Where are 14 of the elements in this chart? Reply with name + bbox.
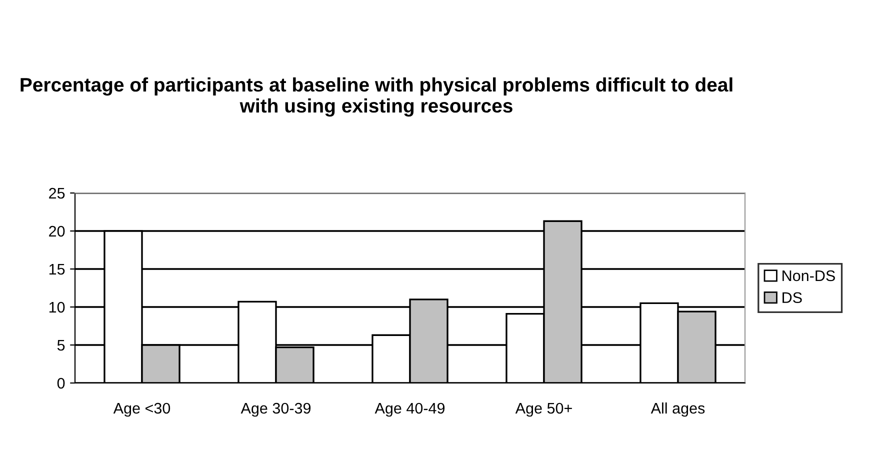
- x-tick-label: All ages: [650, 402, 705, 417]
- legend-label: DS: [782, 292, 802, 304]
- y-tick-label: 15: [49, 264, 65, 275]
- y-tick-label: 25: [49, 188, 65, 199]
- y-tick-label: 0: [57, 378, 65, 389]
- x-tick-label: Age 40-49: [374, 402, 445, 417]
- x-tick-label: Age <30: [113, 402, 170, 417]
- y-tick-label: 10: [49, 302, 65, 313]
- x-tick-label: Age 30-39: [240, 402, 311, 417]
- y-tick-label: 20: [49, 226, 65, 237]
- y-tick-label: 5: [57, 340, 65, 351]
- x-tick-label: Age 50+: [515, 402, 572, 417]
- legend-label: Non-DS: [782, 270, 835, 282]
- chart-title: Percentage of participants at baseline with physical problems difficult to deal with using existing resources: [20, 77, 732, 117]
